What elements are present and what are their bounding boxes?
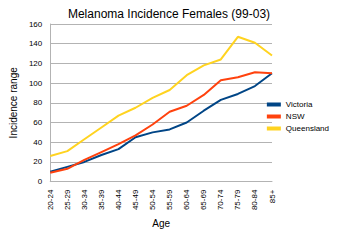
svg-text:70-74: 70-74 [216,189,225,210]
svg-text:40: 40 [33,138,42,147]
svg-text:65-69: 65-69 [199,189,208,210]
svg-text:Incidence range: Incidence range [8,67,19,139]
svg-text:NSW: NSW [286,112,305,121]
svg-text:50-54: 50-54 [148,189,157,210]
svg-text:Queensland: Queensland [286,124,329,133]
svg-text:75-79: 75-79 [233,189,242,210]
svg-text:100: 100 [29,79,43,88]
svg-text:45-49: 45-49 [131,189,140,210]
svg-text:20: 20 [33,157,42,166]
svg-text:60-64: 60-64 [182,189,191,210]
svg-text:85+: 85+ [268,189,277,203]
svg-text:35-39: 35-39 [97,189,106,210]
svg-text:120: 120 [29,59,43,68]
svg-text:140: 140 [29,39,43,48]
svg-text:160: 160 [29,20,43,29]
svg-text:Victoria: Victoria [286,100,313,109]
svg-text:55-59: 55-59 [165,189,174,210]
svg-text:20-24: 20-24 [46,189,55,210]
svg-text:30-34: 30-34 [80,189,89,210]
svg-text:80: 80 [33,98,42,107]
svg-text:Melanoma Incidence Females (99: Melanoma Incidence Females (99-03) [68,7,270,21]
svg-text:25-29: 25-29 [63,189,72,210]
svg-text:Age: Age [152,218,170,229]
svg-text:80-84: 80-84 [250,189,259,210]
svg-text:40-44: 40-44 [114,189,123,210]
svg-text:60: 60 [33,118,42,127]
svg-text:0: 0 [38,177,43,186]
